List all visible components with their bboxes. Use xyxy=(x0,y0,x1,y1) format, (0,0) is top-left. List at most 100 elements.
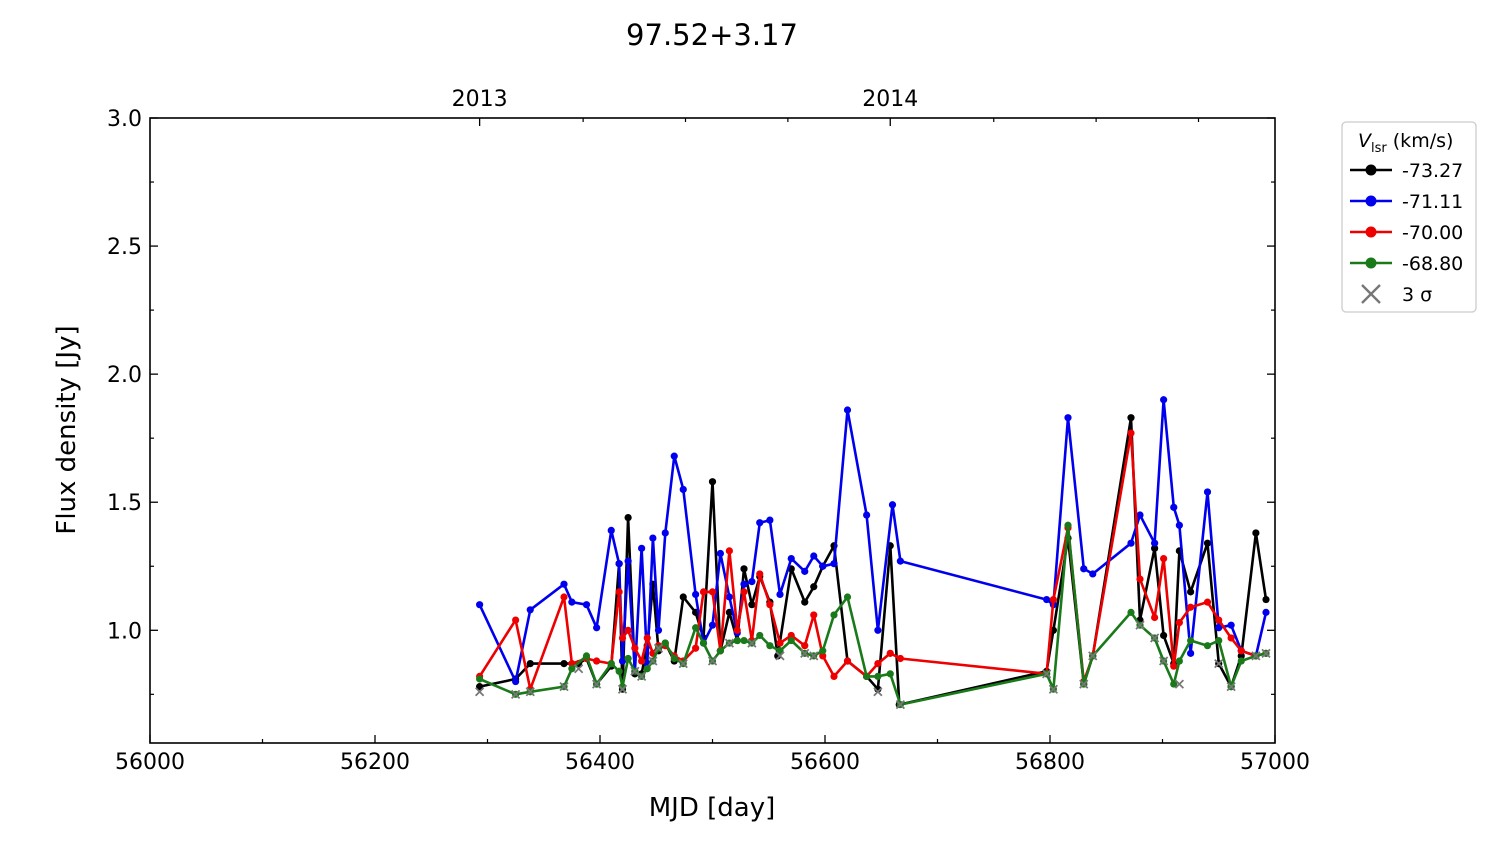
three-sigma-marker xyxy=(1261,648,1271,658)
series-point-0 xyxy=(1203,539,1212,547)
three-sigma-marker xyxy=(617,684,628,694)
y-tick-label: 3.0 xyxy=(107,107,142,132)
series-point-1 xyxy=(1151,539,1159,547)
legend-label-3: -68.80 xyxy=(1402,253,1463,275)
series-point-0 xyxy=(526,659,534,668)
three-sigma-marker xyxy=(895,699,906,710)
series-point-1 xyxy=(593,624,601,632)
three-sigma-marker xyxy=(1135,620,1145,630)
series-point-2 xyxy=(843,657,852,665)
series-point-1 xyxy=(670,452,678,460)
series-point-3 xyxy=(1203,642,1212,650)
series-point-0 xyxy=(1252,529,1260,537)
three-sigma-marker xyxy=(630,666,640,676)
legend: Vlsr (km/s) -73.27 -71.11 -70.00 -68.80 3 σ xyxy=(1341,121,1477,313)
series-point-1 xyxy=(810,552,818,560)
series-point-1 xyxy=(1127,539,1135,547)
series-point-2 xyxy=(886,649,894,657)
legend-marker-3 xyxy=(1365,257,1377,269)
plot-frame xyxy=(149,117,1276,744)
series-point-1 xyxy=(888,501,897,509)
series-point-0 xyxy=(560,659,568,668)
series-point-2 xyxy=(618,634,627,642)
series-point-1 xyxy=(1187,649,1195,657)
series-point-0 xyxy=(801,598,809,606)
series-point-3 xyxy=(863,672,871,681)
series-point-3 xyxy=(740,636,748,645)
series-point-1 xyxy=(843,406,852,414)
three-sigma-marker xyxy=(636,671,647,682)
series-point-1 xyxy=(756,519,764,527)
series-point-1 xyxy=(1170,503,1178,511)
chart-title: 97.52+3.17 xyxy=(626,18,798,52)
series-point-3 xyxy=(830,611,838,619)
series-point-2 xyxy=(1151,613,1159,622)
series-line-2 xyxy=(478,431,1267,691)
series-point-1 xyxy=(748,578,756,586)
x-axis-title: MJD [day] xyxy=(649,793,776,823)
three-sigma-marker xyxy=(474,687,485,697)
series-point-3 xyxy=(1170,680,1178,688)
series-point-1 xyxy=(896,557,904,565)
series-point-1 xyxy=(819,562,827,570)
series-point-3 xyxy=(624,654,632,663)
three-sigma-marker xyxy=(1174,679,1185,689)
series-point-1 xyxy=(725,593,733,601)
x-tick-label: 57000 xyxy=(1240,750,1310,775)
plot-area: 56000 56200 56400 56600 56800 57000 1.0 1.5 2.0 2… xyxy=(107,87,1310,775)
series-point-2 xyxy=(801,642,809,650)
series-point-2 xyxy=(560,593,568,601)
series-point-3 xyxy=(670,654,678,663)
series-point-2 xyxy=(631,644,639,652)
legend-label-2: -70.00 xyxy=(1402,222,1463,244)
series-point-1 xyxy=(1160,396,1168,404)
three-sigma-marker xyxy=(591,679,602,689)
series-point-2 xyxy=(624,626,632,634)
series-point-2 xyxy=(1160,554,1168,563)
series-point-2 xyxy=(874,659,882,668)
y-tick-label: 1.0 xyxy=(107,619,142,644)
three-sigma-marker xyxy=(525,687,535,697)
three-sigma-marker xyxy=(1079,679,1089,689)
y-axis-title: Flux density [Jy] xyxy=(52,325,82,534)
series-point-3 xyxy=(607,659,615,668)
series-point-1 xyxy=(1043,595,1051,604)
series-point-3 xyxy=(1064,521,1072,529)
series-point-3 xyxy=(766,642,774,650)
series-point-2 xyxy=(776,639,784,647)
series-point-2 xyxy=(615,588,623,596)
series-point-0 xyxy=(1187,588,1195,596)
series-point-3 xyxy=(643,665,651,673)
series-point-2 xyxy=(725,547,733,555)
series-point-3 xyxy=(661,639,669,647)
series-point-2 xyxy=(1215,616,1223,624)
series-point-1 xyxy=(830,560,838,568)
top-tick-label: 2013 xyxy=(452,87,508,112)
series-point-1 xyxy=(560,580,568,588)
three-sigma-marker xyxy=(510,689,521,699)
series-point-2 xyxy=(643,634,651,642)
series-point-2 xyxy=(512,616,520,624)
series-point-2 xyxy=(1203,598,1212,606)
series-point-0 xyxy=(708,478,717,486)
three-sigma-marker xyxy=(707,656,718,666)
series-point-3 xyxy=(692,624,700,632)
series-point-1 xyxy=(1203,488,1212,496)
series-point-1 xyxy=(874,626,882,634)
three-sigma-marker xyxy=(653,643,664,653)
series-point-3 xyxy=(1127,608,1135,616)
legend-marker-2 xyxy=(1365,226,1377,238)
series-point-1 xyxy=(716,549,724,558)
series-point-1 xyxy=(801,567,809,575)
series-line-1 xyxy=(478,398,1268,683)
series-point-3 xyxy=(568,665,576,673)
series-point-2 xyxy=(896,654,904,663)
series-point-2 xyxy=(638,657,646,665)
series-point-3 xyxy=(874,672,882,681)
x-tick-label: 56600 xyxy=(790,750,860,775)
series-point-1 xyxy=(1175,521,1183,529)
three-sigma-marker xyxy=(1088,651,1098,661)
series-point-1 xyxy=(618,657,627,665)
series-point-0 xyxy=(1262,595,1270,604)
x-tick-label: 56800 xyxy=(1015,750,1085,775)
